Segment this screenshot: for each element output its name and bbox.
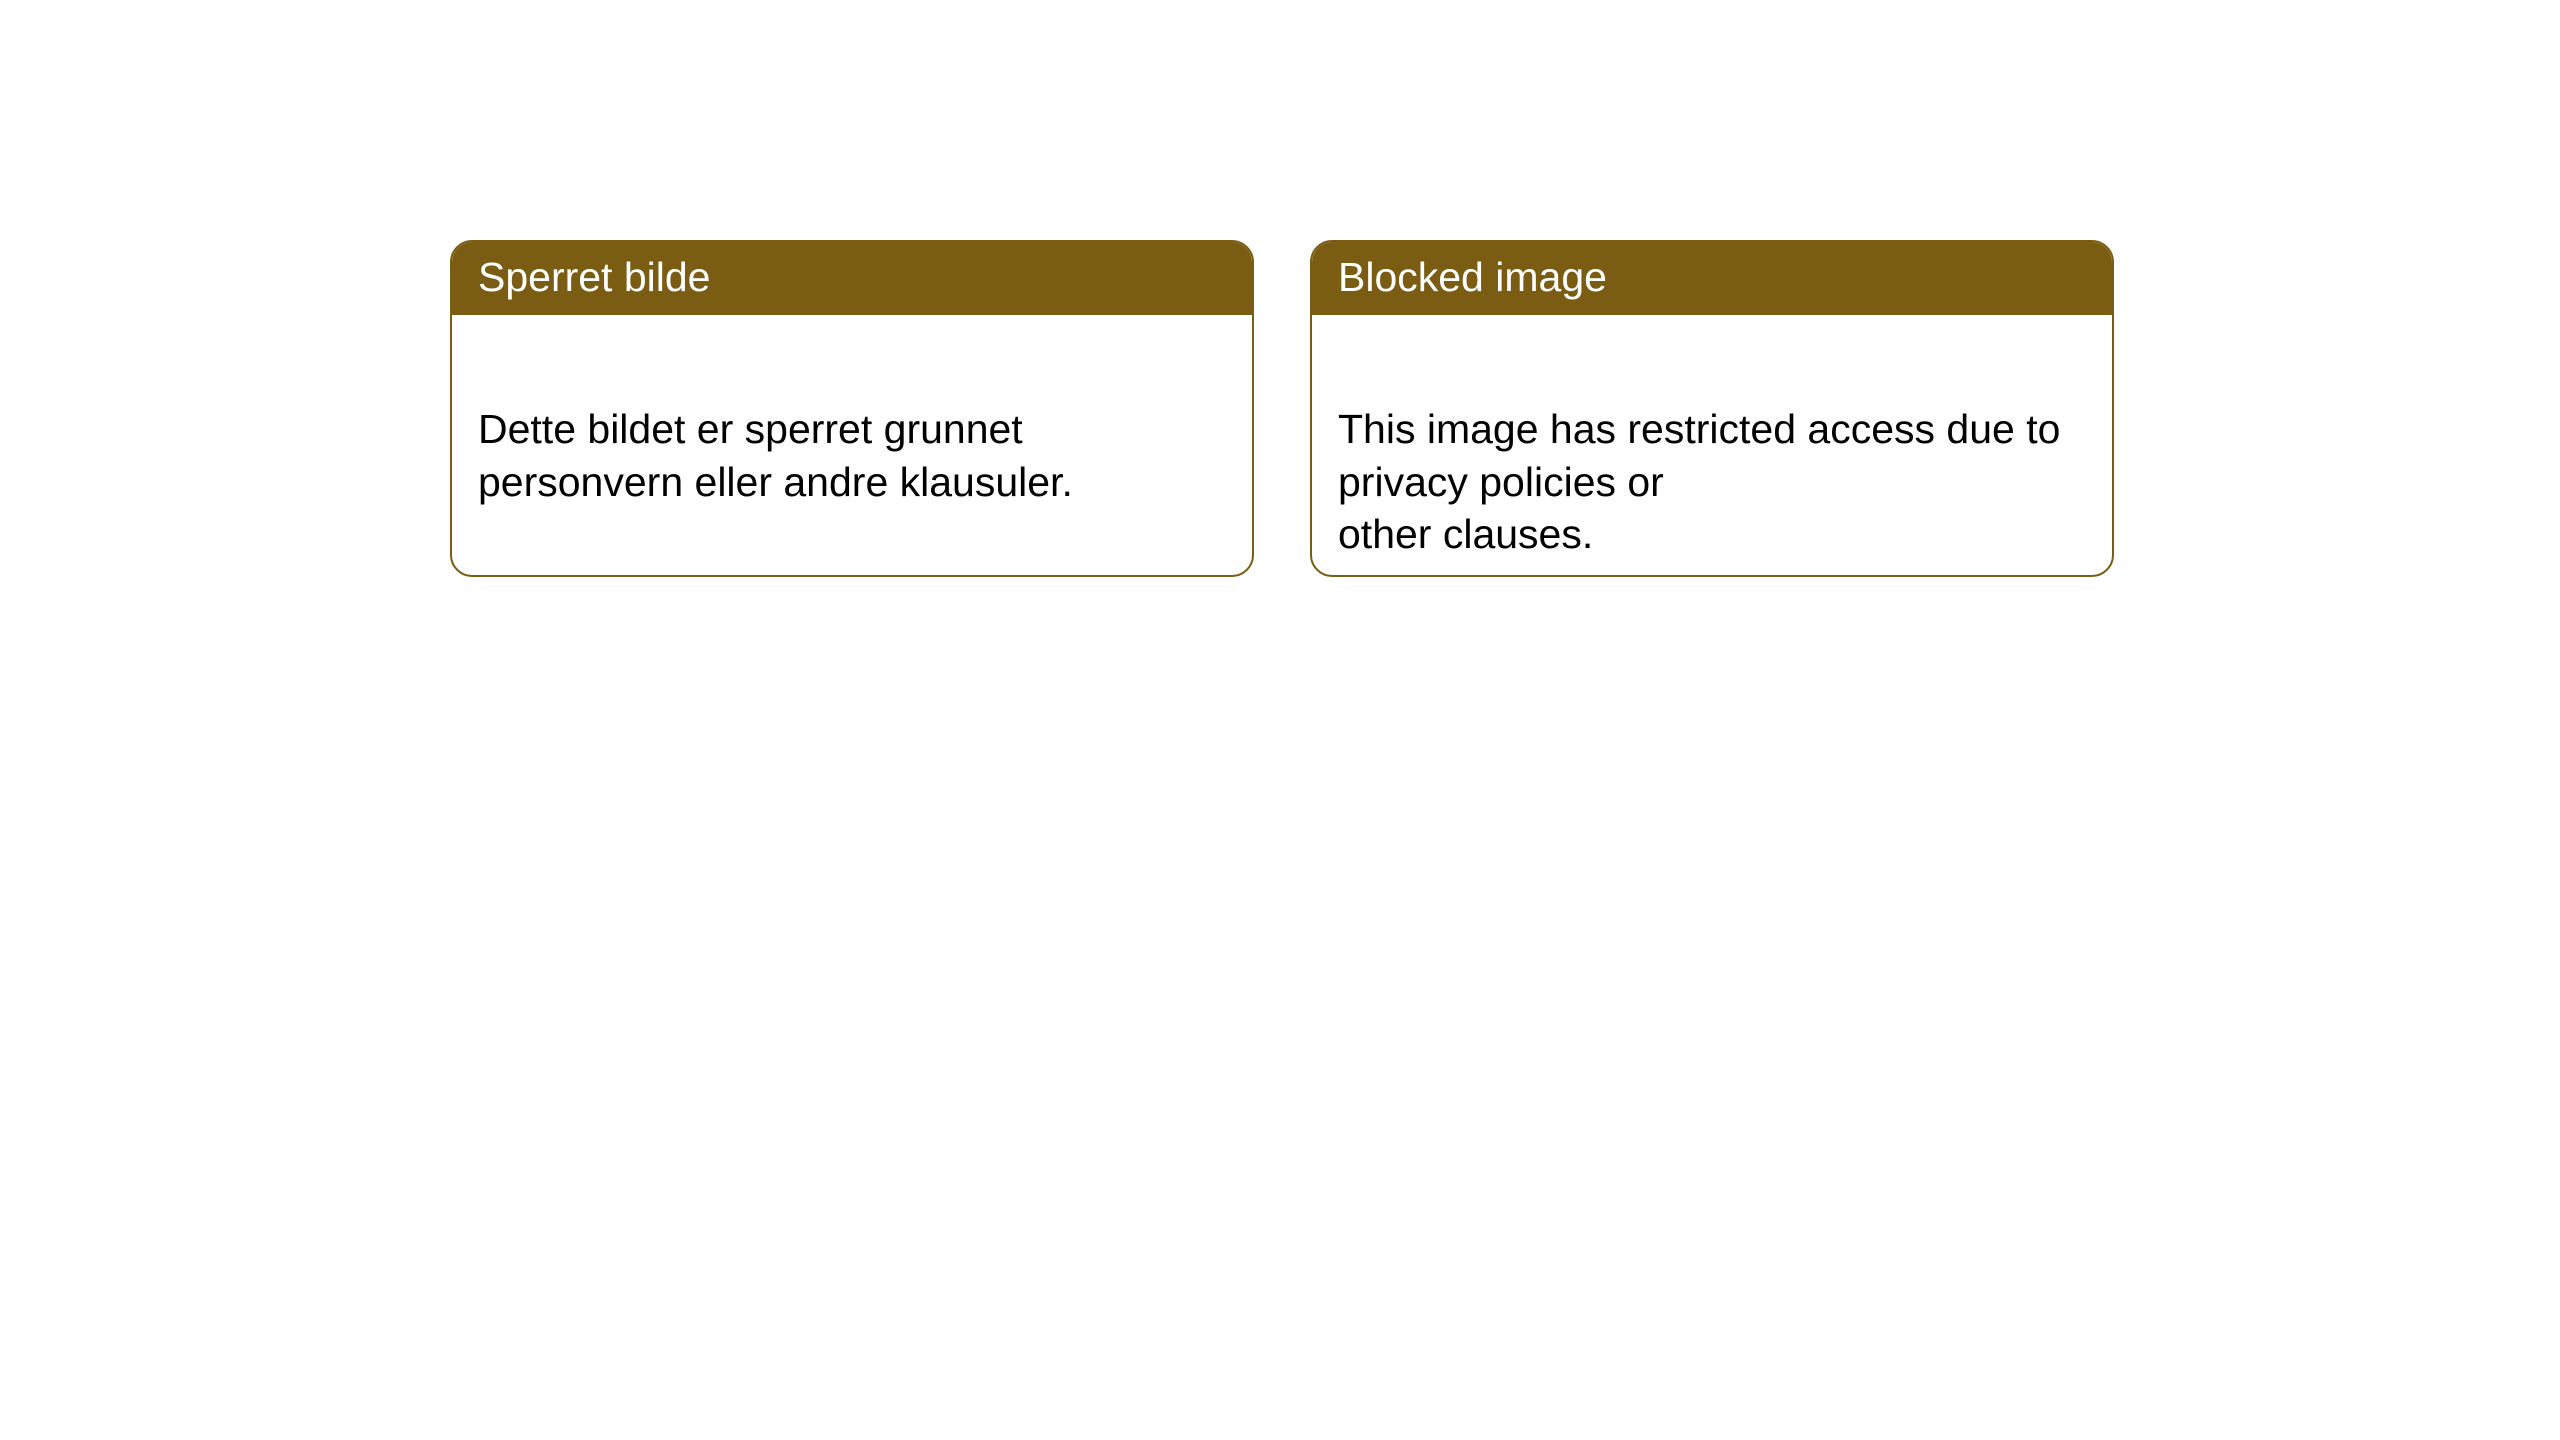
card-body: This image has restricted access due to … <box>1312 315 2112 577</box>
notice-card-norwegian: Sperret bilde Dette bildet er sperret gr… <box>450 240 1254 577</box>
card-header: Sperret bilde <box>452 242 1252 315</box>
card-body-text: This image has restricted access due to … <box>1338 406 2060 557</box>
card-body-text: Dette bildet er sperret grunnet personve… <box>478 406 1073 504</box>
card-title: Sperret bilde <box>478 254 710 300</box>
card-title: Blocked image <box>1338 254 1607 300</box>
notice-container: Sperret bilde Dette bildet er sperret gr… <box>450 240 2114 577</box>
card-body: Dette bildet er sperret grunnet personve… <box>452 315 1252 544</box>
card-header: Blocked image <box>1312 242 2112 315</box>
notice-card-english: Blocked image This image has restricted … <box>1310 240 2114 577</box>
